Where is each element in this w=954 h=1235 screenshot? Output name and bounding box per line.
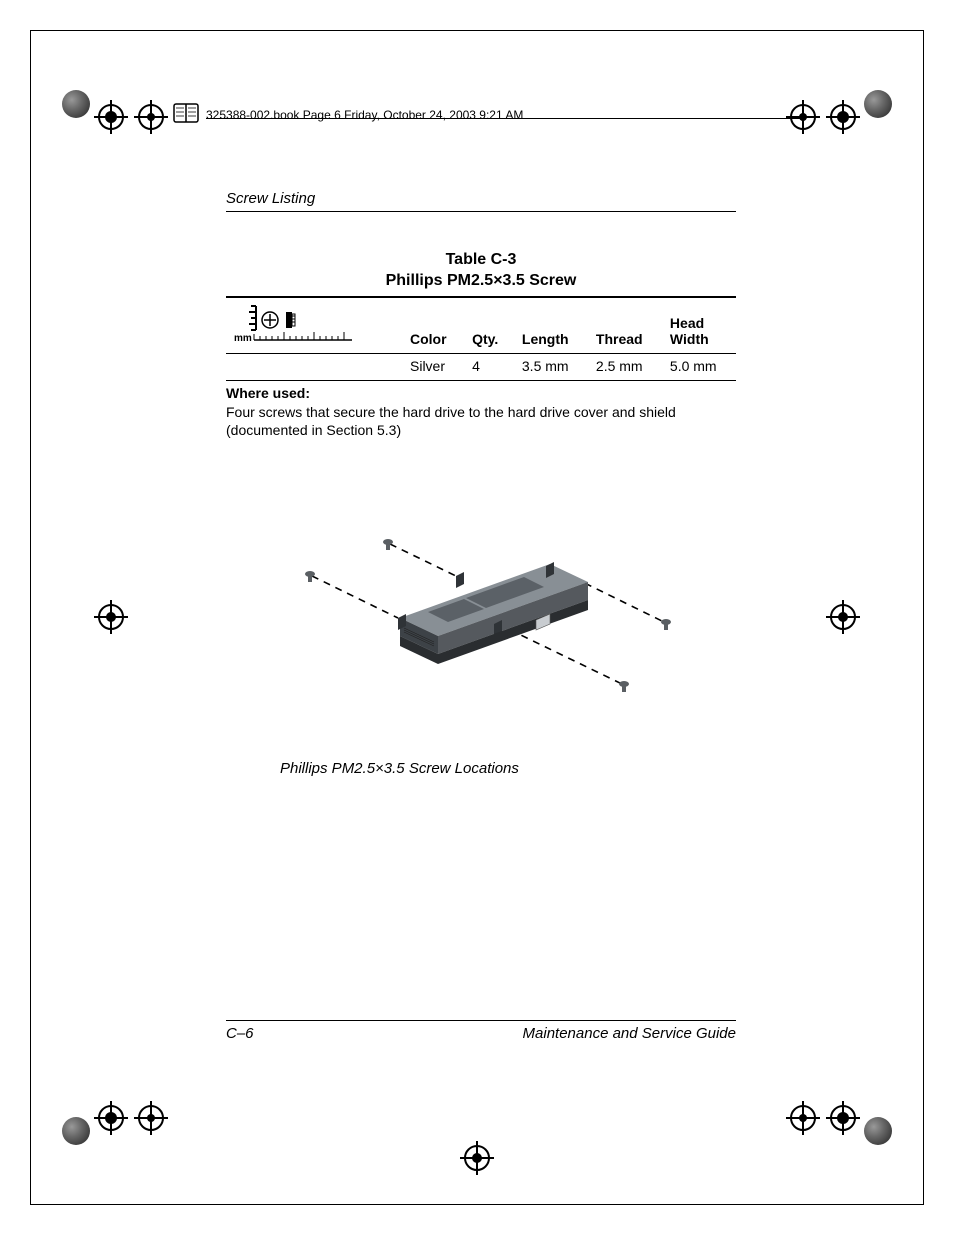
page-number: C–6	[226, 1025, 254, 1042]
corner-ball	[864, 90, 892, 118]
table-title: Phillips PM2.5×3.5 Screw	[386, 272, 577, 289]
cell-length: 3.5 mm	[514, 353, 588, 378]
table-number: Table C-3	[446, 251, 517, 268]
cell-head-width: 5.0 mm	[662, 353, 736, 378]
cell-color: Silver	[402, 353, 464, 378]
screw-table: Table C-3 Phillips PM2.5×3.5 Screw	[226, 250, 736, 439]
corner-ball	[62, 1117, 90, 1145]
doc-header: 325388-002.book Page 6 Friday, October 2…	[206, 108, 523, 122]
page-footer: C–6 Maintenance and Service Guide	[226, 1020, 736, 1042]
registration-mark	[94, 600, 128, 634]
registration-mark	[94, 100, 168, 134]
svg-text:mm: mm	[234, 333, 252, 344]
cell-qty: 4	[464, 353, 514, 378]
registration-mark	[460, 1141, 494, 1175]
col-color: Color	[402, 297, 464, 354]
registration-mark	[826, 600, 860, 634]
col-length: Length	[514, 297, 588, 354]
col-thread: Thread	[588, 297, 662, 354]
running-head: Screw Listing	[226, 190, 736, 212]
corner-ball	[864, 1117, 892, 1145]
registration-mark	[786, 1101, 860, 1135]
col-head-width: HeadWidth	[662, 297, 736, 354]
where-used: Where used: Four screws that secure the …	[226, 380, 736, 439]
corner-ball	[62, 90, 90, 118]
ruler-screw-icon: mm	[234, 304, 354, 344]
where-used-desc: Four screws that secure the hard drive t…	[226, 403, 736, 439]
col-qty: Qty.	[464, 297, 514, 354]
registration-mark	[94, 1101, 168, 1135]
cell-thread: 2.5 mm	[588, 353, 662, 378]
hard-drive-figure	[288, 510, 678, 710]
footer-title: Maintenance and Service Guide	[523, 1025, 736, 1042]
registration-mark	[786, 100, 860, 134]
figure-caption: Phillips PM2.5×3.5 Screw Locations	[280, 760, 519, 777]
book-icon	[172, 100, 202, 131]
header-rule	[206, 118, 804, 119]
where-used-label: Where used:	[226, 385, 736, 401]
